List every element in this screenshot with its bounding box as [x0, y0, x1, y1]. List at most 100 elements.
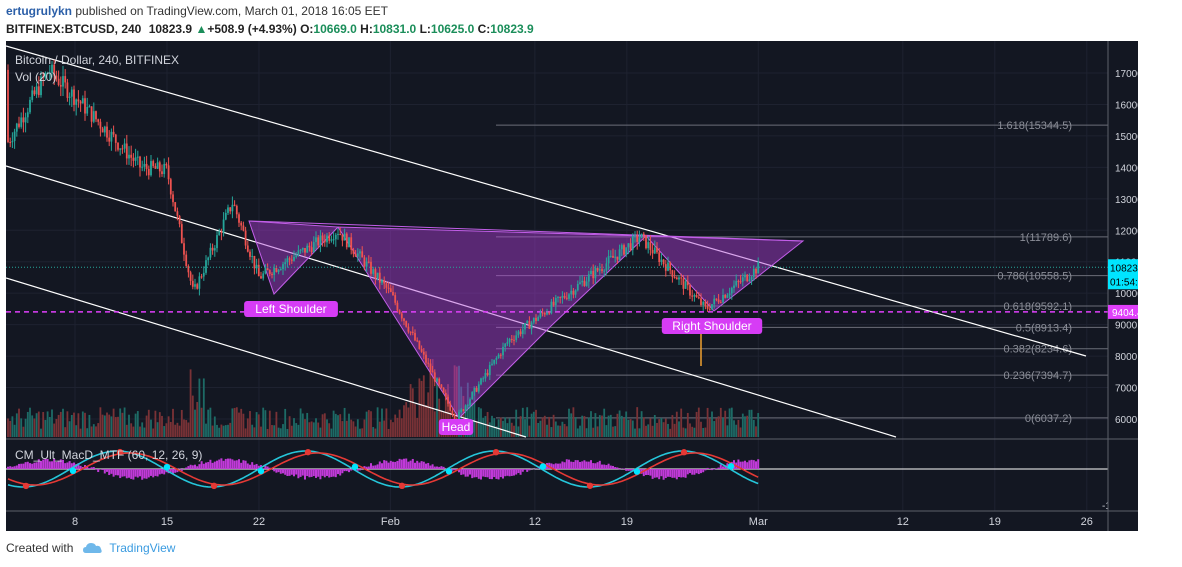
candle-body: [484, 372, 487, 379]
candle-body: [755, 268, 757, 274]
candle-body: [713, 298, 716, 305]
candle-body: [603, 270, 606, 272]
macd-histogram-bar: [123, 469, 126, 477]
volume-bar: [121, 412, 124, 437]
volume-bar: [198, 378, 201, 437]
candle-body: [548, 312, 551, 314]
volume-bar: [515, 409, 518, 437]
candle-body: [18, 123, 20, 127]
candle-body: [510, 338, 513, 340]
macd-histogram-bar: [526, 469, 529, 472]
candle-body: [13, 131, 16, 142]
candlesticks: [7, 59, 760, 423]
candle-body: [557, 296, 559, 298]
macd-histogram-bar: [671, 469, 674, 478]
candle-body: [689, 285, 691, 296]
volume-bar: [576, 428, 579, 437]
candle-body: [521, 329, 524, 335]
candle-body: [9, 141, 12, 143]
volume-bar: [526, 407, 529, 437]
macd-histogram-bar: [189, 464, 192, 469]
candle-body: [737, 281, 740, 283]
candle-body: [70, 89, 73, 97]
macd-histogram-bar: [717, 467, 720, 469]
chart-area[interactable]: 1.618(15344.5) 1(11789.6) 0.786(10558.5) 0.…: [6, 41, 1153, 531]
volume-bar: [51, 409, 53, 437]
macd-histogram-bar: [645, 469, 647, 476]
candle-body: [647, 242, 650, 249]
tradingview-brand-link[interactable]: TradingView: [109, 541, 176, 555]
author-name[interactable]: ertugrulykn: [6, 4, 73, 18]
volume-bar: [235, 407, 238, 437]
candle-body: [418, 340, 421, 349]
macd-histogram-bar: [629, 469, 632, 471]
head-shape: [337, 226, 648, 419]
macd-histogram-bar: [24, 462, 27, 469]
macd-histogram-bar: [469, 469, 471, 475]
candle-body: [15, 123, 18, 132]
macd-histogram-bar: [499, 469, 502, 478]
candle-body: [277, 269, 280, 272]
candle-body: [596, 268, 599, 271]
macd-histogram-bar: [416, 460, 419, 469]
candle-body: [240, 222, 243, 226]
low-value: 10625.0: [430, 22, 475, 36]
annotations: Left Shoulder Head Right Shoulder 10823.9 01…: [6, 259, 1149, 435]
volume-bar: [86, 428, 89, 437]
volume-bar: [260, 426, 262, 437]
macd-histogram-bar: [436, 466, 438, 469]
candle-body: [475, 387, 478, 392]
y-tick-label: 16000.0: [1115, 100, 1138, 111]
volume-bar: [706, 407, 709, 437]
candle-body: [398, 310, 401, 314]
chart-svg[interactable]: 1.618(15344.5) 1(11789.6) 0.786(10558.5) 0.…: [6, 41, 1153, 531]
macd-histogram-bar: [312, 469, 315, 477]
candle-body: [581, 280, 584, 283]
macd-histogram-bar: [92, 467, 95, 469]
candle-body: [295, 255, 298, 257]
candle-body: [117, 142, 119, 150]
macd-histogram-bar: [207, 462, 210, 469]
macd-histogram-bar: [125, 469, 128, 479]
volume-bar: [176, 422, 179, 437]
candle-body: [623, 245, 625, 255]
y-tick-label: 17000.0: [1115, 69, 1138, 80]
macd-histogram-bar: [308, 469, 311, 478]
volume-bar: [326, 419, 328, 437]
macd-histogram-bar: [238, 459, 240, 469]
macd-histogram-bar: [458, 469, 460, 473]
macd-cross-dot: [69, 467, 77, 475]
macd-histogram-bar: [574, 460, 577, 469]
macd-histogram-bar: [139, 469, 141, 477]
candle-body: [552, 301, 555, 306]
macd-histogram-bar: [222, 460, 225, 469]
macd-histogram-bar: [279, 469, 282, 474]
candle-body: [99, 121, 102, 129]
volume-bar: [53, 423, 56, 437]
macd-cross-dot: [163, 463, 171, 471]
macd-histogram-bar: [497, 469, 500, 480]
candle-body: [631, 236, 634, 250]
volume-bar: [90, 426, 93, 437]
macd-histogram-bar: [414, 462, 416, 469]
macd-histogram-bar: [293, 469, 295, 477]
head-shoulders-pattern: [6, 220, 1108, 419]
fib-level-label: 0.382(8234.6): [1004, 344, 1073, 356]
macd-histogram-bar: [51, 461, 53, 469]
candle-body: [407, 326, 410, 332]
candle-body: [238, 214, 240, 223]
volume-bar: [172, 408, 174, 437]
candle-body: [585, 281, 588, 286]
volume-bar: [528, 425, 531, 437]
macd-histogram-bar: [678, 469, 680, 477]
candle-body: [185, 254, 188, 266]
macd-histogram-bar: [40, 460, 42, 469]
macd-histogram-bar: [726, 463, 729, 469]
macd-histogram-bar: [403, 458, 405, 469]
volume-bar: [218, 427, 221, 437]
candle-body: [491, 363, 493, 365]
macd-histogram-bar: [398, 458, 401, 469]
candle-body: [634, 235, 636, 237]
candle-body: [717, 299, 720, 303]
macd-histogram-bar: [90, 467, 93, 469]
